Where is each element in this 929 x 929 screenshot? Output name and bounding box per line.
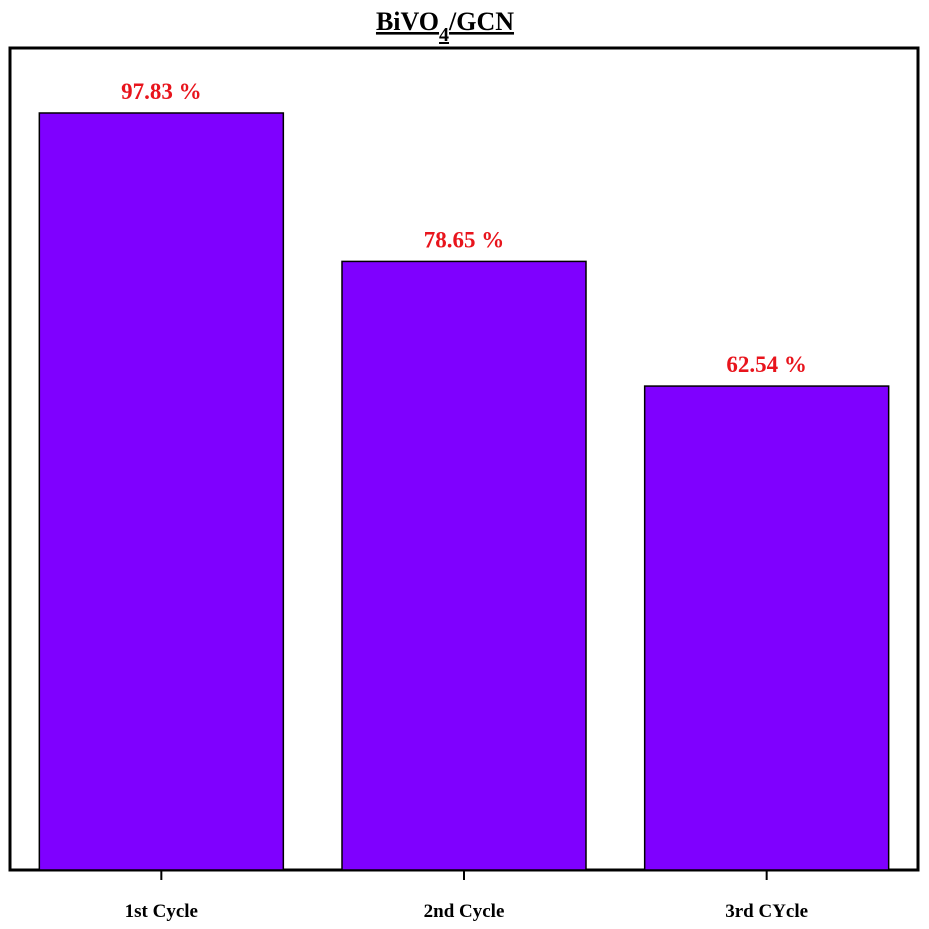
x-tick-label: 3rd CYcle bbox=[725, 901, 808, 922]
x-tick-label: 1st Cycle bbox=[125, 901, 198, 922]
bar bbox=[341, 260, 587, 871]
value-label: 62.54 % bbox=[726, 352, 807, 377]
chart-title: BiVO4/GCN bbox=[376, 7, 514, 46]
bar bbox=[38, 112, 285, 871]
value-label: 97.83 % bbox=[121, 79, 202, 104]
bar bbox=[643, 385, 890, 871]
value-label: 78.65 % bbox=[424, 227, 505, 252]
x-tick-label: 2nd Cycle bbox=[424, 901, 505, 922]
